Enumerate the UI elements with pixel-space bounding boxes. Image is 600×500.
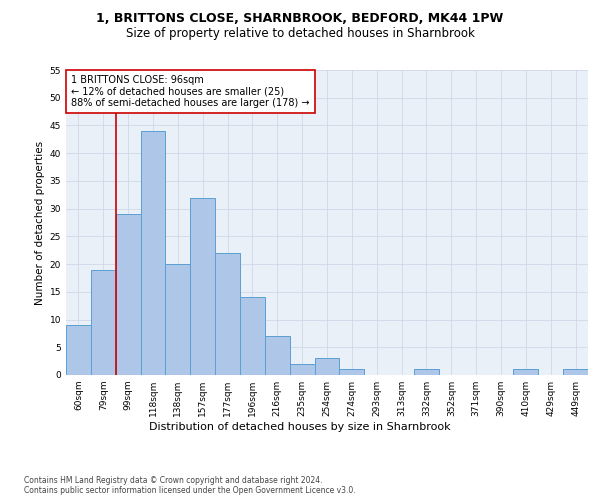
Text: 1, BRITTONS CLOSE, SHARNBROOK, BEDFORD, MK44 1PW: 1, BRITTONS CLOSE, SHARNBROOK, BEDFORD, … [97,12,503,26]
Bar [314,358,340,375]
Text: Contains HM Land Registry data © Crown copyright and database right 2024.
Contai: Contains HM Land Registry data © Crown c… [24,476,356,495]
Bar [166,264,190,375]
Bar [66,325,91,375]
Bar [240,298,265,375]
Y-axis label: Number of detached properties: Number of detached properties [35,140,46,304]
Bar [563,370,588,375]
Bar [140,131,166,375]
Bar [190,198,215,375]
Text: 1 BRITTONS CLOSE: 96sqm
← 12% of detached houses are smaller (25)
88% of semi-de: 1 BRITTONS CLOSE: 96sqm ← 12% of detache… [71,74,310,108]
Bar [91,270,116,375]
Bar [215,253,240,375]
Bar [116,214,140,375]
Bar [340,370,364,375]
Bar [290,364,314,375]
Bar [514,370,538,375]
Text: Distribution of detached houses by size in Sharnbrook: Distribution of detached houses by size … [149,422,451,432]
Bar [414,370,439,375]
Bar [265,336,290,375]
Text: Size of property relative to detached houses in Sharnbrook: Size of property relative to detached ho… [125,28,475,40]
